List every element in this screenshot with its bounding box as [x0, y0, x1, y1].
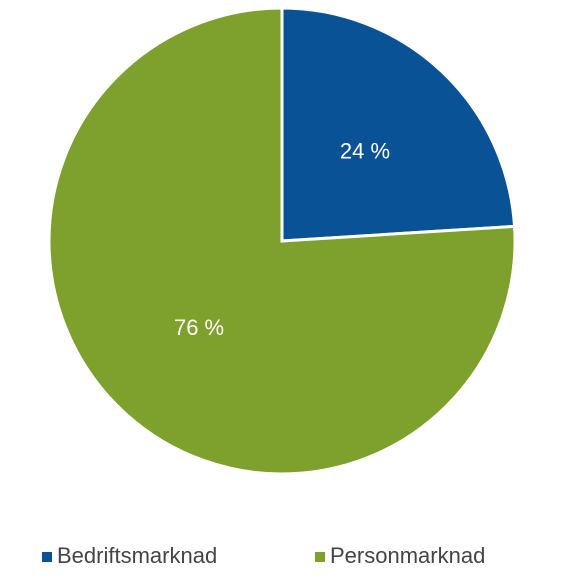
pie-slice — [47, 6, 517, 476]
legend-marker — [315, 552, 325, 562]
pie-slice — [280, 6, 517, 243]
legend-marker — [42, 552, 52, 562]
legend-text: Personmarknad — [330, 543, 485, 568]
slice-label: 76 % — [174, 315, 224, 340]
slice-label: 24 % — [340, 138, 390, 163]
legend-text: Bedriftsmarknad — [57, 543, 217, 568]
